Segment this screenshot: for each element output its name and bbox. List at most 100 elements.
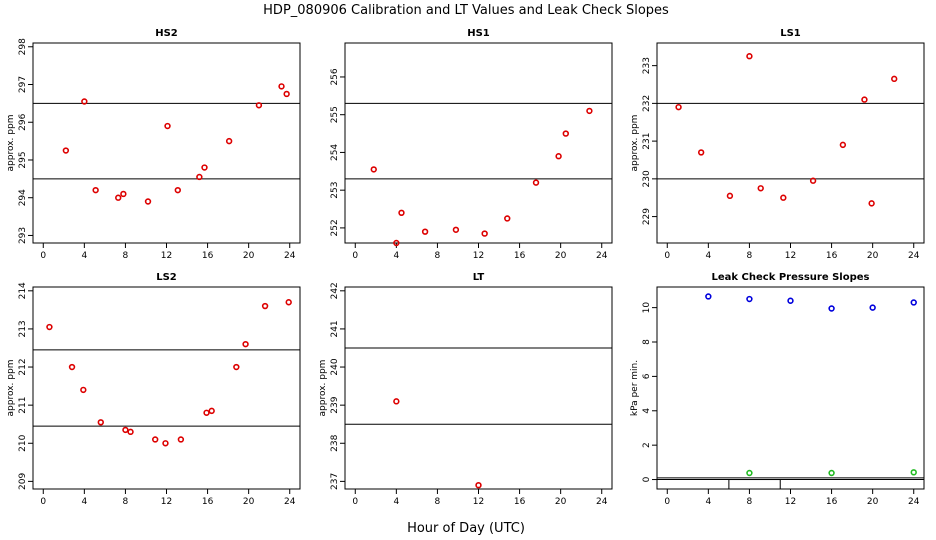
ls1-data-point	[861, 96, 868, 103]
ls2-y-tick-label: 210	[18, 434, 28, 451]
hs2-data-point	[201, 164, 208, 171]
ls2-data-point	[46, 323, 53, 331]
ls1-data-point	[726, 192, 734, 200]
ls1-data-point	[839, 141, 847, 149]
ls2-title: LS2	[156, 272, 177, 283]
leak-title: Leak Check Pressure Slopes	[712, 272, 870, 283]
hs2-x-tick-label: 0	[40, 251, 46, 261]
hs1-y-tick-label: 256	[330, 68, 340, 85]
hs2-y-axis-label: approx. ppm	[6, 115, 16, 172]
hs2-y-tick-label: 294	[18, 189, 28, 206]
leak-y-tick-label: 0	[642, 476, 652, 482]
ls1-y-tick-label: 231	[642, 133, 652, 150]
hs1-plot-frame	[344, 42, 613, 244]
hs2-x-tick-label: 16	[202, 251, 214, 261]
ls2-data-point	[68, 363, 76, 371]
lt-title: LT	[473, 272, 485, 283]
hs2-data-point	[115, 194, 122, 201]
ls2-x-tick-label: 4	[81, 497, 87, 507]
ls2-data-point	[233, 363, 240, 371]
hs2-x-tick-label: 20	[243, 251, 255, 261]
leak-x-tick-label: 24	[908, 497, 920, 507]
lt-y-axis-label: approx. ppm	[318, 360, 328, 417]
hs2-data-point	[255, 102, 263, 109]
lt-data-point	[393, 398, 400, 405]
ls1-y-tick-label: 229	[642, 208, 652, 225]
ls1-x-tick-label: 0	[664, 251, 670, 261]
leak-x-tick-label: 20	[867, 497, 879, 507]
ls2-data-point	[177, 436, 185, 443]
lt-y-tick-label: 241	[330, 320, 340, 337]
hs2-x-tick-label: 4	[81, 251, 87, 261]
ls1-data-point	[891, 75, 898, 83]
ls1-x-tick-label: 8	[747, 251, 753, 261]
hs2-data-point	[120, 190, 127, 198]
ls1-x-tick-label: 20	[867, 251, 879, 261]
hs2-panel: HS2 0 4 8 12 16 20 24 293 294 295 296 297 298 approx. …	[6, 28, 301, 261]
lt-x-tick-label: 16	[514, 497, 526, 507]
ls1-data-point	[809, 177, 817, 184]
figure-x-axis-label: Hour of Day (UTC)	[407, 521, 525, 536]
hs1-y-tick-label: 252	[330, 219, 340, 236]
ls2-data-point	[162, 440, 169, 447]
hs1-data-point	[452, 226, 460, 233]
hs2-y-tick-label: 296	[18, 113, 28, 130]
hs2-plot-frame	[32, 42, 301, 244]
hs2-data-point	[283, 90, 290, 98]
hs2-data-point	[225, 137, 233, 145]
lt-y-tick-label: 239	[330, 396, 340, 413]
leak-data-point	[828, 469, 835, 477]
ls1-plot-frame	[656, 42, 925, 244]
ls2-data-point	[122, 426, 129, 434]
hs1-data-point	[532, 179, 540, 186]
ls1-data-point	[675, 103, 682, 111]
hs2-data-point	[174, 186, 181, 194]
hs1-title: HS1	[467, 28, 490, 39]
hs2-data-point	[196, 173, 203, 181]
lt-x-tick-label: 4	[393, 497, 399, 507]
ls2-x-tick-label: 20	[243, 497, 255, 507]
hs1-y-tick-label: 255	[330, 106, 340, 123]
ls1-data-point	[868, 200, 875, 207]
hs2-data-point	[278, 83, 285, 90]
hs1-data-point	[481, 230, 488, 237]
hs1-data-point	[393, 239, 400, 247]
ls1-data-point	[780, 194, 787, 201]
leak-data-point	[705, 293, 712, 300]
ls2-x-tick-label: 24	[284, 497, 296, 507]
hs2-y-tick-label: 293	[18, 227, 28, 244]
hs2-x-tick-label: 8	[123, 251, 129, 261]
hs2-x-tick-label: 24	[284, 251, 296, 261]
leak-x-tick-label: 0	[664, 497, 670, 507]
lt-y-tick-label: 242	[330, 282, 340, 299]
ls2-plot-frame	[32, 286, 301, 490]
ls1-title: LS1	[780, 28, 801, 39]
lt-x-tick-label: 12	[473, 497, 484, 507]
ls2-data-point	[97, 419, 104, 426]
leak-x-tick-label: 8	[747, 497, 753, 507]
lt-panel: LT 0 4 8 12 16 20 24 237 238 239 240 241 242 approx. p…	[318, 272, 613, 507]
ls2-data-point	[208, 407, 215, 415]
ls1-y-tick-label: 233	[642, 57, 652, 74]
ls2-y-tick-label: 211	[18, 397, 28, 414]
hs1-data-point	[555, 153, 562, 160]
lt-x-tick-label: 20	[555, 497, 567, 507]
hs2-data-point	[81, 98, 88, 105]
lt-y-tick-label: 237	[330, 473, 340, 490]
ls1-y-tick-label: 230	[642, 170, 652, 187]
ls1-data-point	[746, 53, 753, 60]
leak-y-axis-label: kPa per min.	[630, 360, 640, 416]
ls1-x-tick-label: 16	[826, 251, 838, 261]
ls2-data-point	[152, 436, 159, 443]
lt-x-tick-label: 0	[352, 497, 358, 507]
ls2-x-tick-label: 16	[202, 497, 214, 507]
ls1-y-tick-label: 232	[642, 95, 652, 112]
ls2-y-tick-label: 209	[18, 473, 28, 490]
ls1-data-point	[697, 149, 705, 156]
hs1-panel: HS1 0 4 8 12 16 20 24 252 253 254 255 256	[330, 28, 613, 261]
ls1-data-point	[757, 185, 764, 192]
hs1-data-point	[370, 166, 377, 173]
ls2-y-axis-label: approx. ppm	[6, 360, 16, 417]
hs2-data-point	[92, 186, 99, 194]
